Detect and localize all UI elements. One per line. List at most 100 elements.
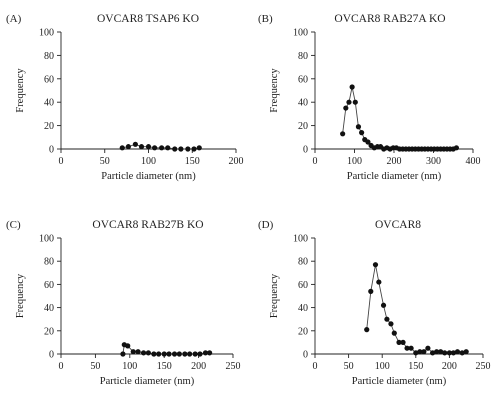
x-tick-label: 100 <box>141 156 156 167</box>
data-point <box>364 327 370 333</box>
y-tick-label: 20 <box>298 326 308 337</box>
x-tick-label: 150 <box>157 361 172 372</box>
data-point <box>380 302 387 308</box>
data-point <box>161 351 167 357</box>
y-tick-label: 80 <box>44 51 54 62</box>
data-point <box>453 145 460 151</box>
data-point <box>191 146 197 152</box>
panel-label: (B) <box>258 13 273 25</box>
data-point <box>346 99 352 105</box>
data-point <box>459 350 465 356</box>
data-point <box>352 99 358 105</box>
x-tick-label: 250 <box>476 361 491 372</box>
x-axis-label: Particle diameter (nm) <box>100 376 195 387</box>
data-point <box>140 350 147 356</box>
data-point <box>207 350 213 356</box>
data-point <box>138 144 145 150</box>
y-tick-label: 100 <box>293 28 308 39</box>
y-tick-label: 100 <box>39 234 54 245</box>
y-tick-label: 80 <box>298 257 308 268</box>
data-point <box>165 145 171 151</box>
data-point <box>417 349 423 355</box>
data-point <box>145 144 152 150</box>
y-tick-label: 0 <box>49 145 54 156</box>
y-tick-label: 80 <box>44 257 54 268</box>
data-point <box>151 351 157 357</box>
data-point <box>159 145 165 151</box>
data-point <box>172 146 178 152</box>
data-point <box>421 349 427 355</box>
x-axis-label: Particle diameter (nm) <box>352 376 447 387</box>
x-tick-label: 0 <box>59 156 64 167</box>
series-line <box>366 264 467 354</box>
panel-label: (D) <box>258 219 274 231</box>
data-point <box>425 345 431 351</box>
data-point <box>391 330 397 336</box>
data-point <box>430 350 436 356</box>
data-point <box>349 84 355 90</box>
data-point <box>130 349 136 355</box>
panel-title: OVCAR8 <box>375 219 421 231</box>
y-axis-label: Frequency <box>15 273 26 318</box>
data-point <box>197 351 203 357</box>
data-point <box>125 343 131 349</box>
y-tick-label: 60 <box>298 280 308 291</box>
data-point <box>463 349 469 355</box>
data-point <box>132 141 138 147</box>
y-tick-label: 40 <box>44 303 54 314</box>
data-point <box>365 139 371 145</box>
data-point <box>408 345 414 351</box>
x-axis-label: Particle diameter (nm) <box>101 171 196 182</box>
x-tick-label: 100 <box>347 156 362 167</box>
data-point <box>125 144 131 150</box>
y-tick-label: 60 <box>298 74 308 85</box>
data-point <box>372 262 379 268</box>
data-point <box>359 130 365 136</box>
data-point <box>438 349 444 355</box>
data-point <box>185 146 191 152</box>
data-point <box>120 351 126 357</box>
y-tick-label: 40 <box>44 98 54 109</box>
data-point <box>182 351 188 357</box>
y-tick-label: 40 <box>298 98 308 109</box>
data-point <box>119 145 125 151</box>
data-point <box>340 131 346 137</box>
data-point <box>454 349 461 355</box>
data-point <box>171 351 178 357</box>
y-tick-label: 20 <box>44 326 54 337</box>
data-point <box>145 350 151 356</box>
data-point <box>400 339 406 345</box>
panel-label: (C) <box>6 219 21 231</box>
x-tick-label: 100 <box>122 361 137 372</box>
data-point <box>135 349 141 355</box>
data-point <box>202 350 209 356</box>
x-tick-label: 300 <box>426 156 441 167</box>
data-point <box>343 105 349 111</box>
series-line <box>342 86 457 150</box>
data-point <box>166 351 172 357</box>
x-tick-label: 50 <box>100 156 110 167</box>
y-tick-label: 20 <box>44 121 54 132</box>
data-point <box>192 351 198 357</box>
y-axis-label: Frequency <box>15 68 26 113</box>
y-tick-label: 0 <box>303 145 308 156</box>
data-point <box>413 350 419 356</box>
y-tick-label: 60 <box>44 280 54 291</box>
panel-title: OVCAR8 RAB27B KO <box>92 219 203 231</box>
x-tick-label: 200 <box>442 361 457 372</box>
data-point <box>368 288 374 294</box>
data-point <box>196 145 202 151</box>
x-tick-label: 200 <box>387 156 402 167</box>
y-tick-label: 20 <box>298 121 308 132</box>
data-point <box>384 316 390 322</box>
y-tick-label: 0 <box>303 350 308 361</box>
y-axis-label: Frequency <box>269 273 280 318</box>
panel-label: (A) <box>6 13 22 25</box>
y-tick-label: 80 <box>298 51 308 62</box>
y-tick-label: 0 <box>49 350 54 361</box>
data-point <box>450 350 457 356</box>
panel-title: OVCAR8 TSAP6 KO <box>97 13 199 25</box>
x-tick-label: 0 <box>313 361 318 372</box>
x-axis-label: Particle diameter (nm) <box>347 171 442 182</box>
data-point <box>434 349 440 355</box>
